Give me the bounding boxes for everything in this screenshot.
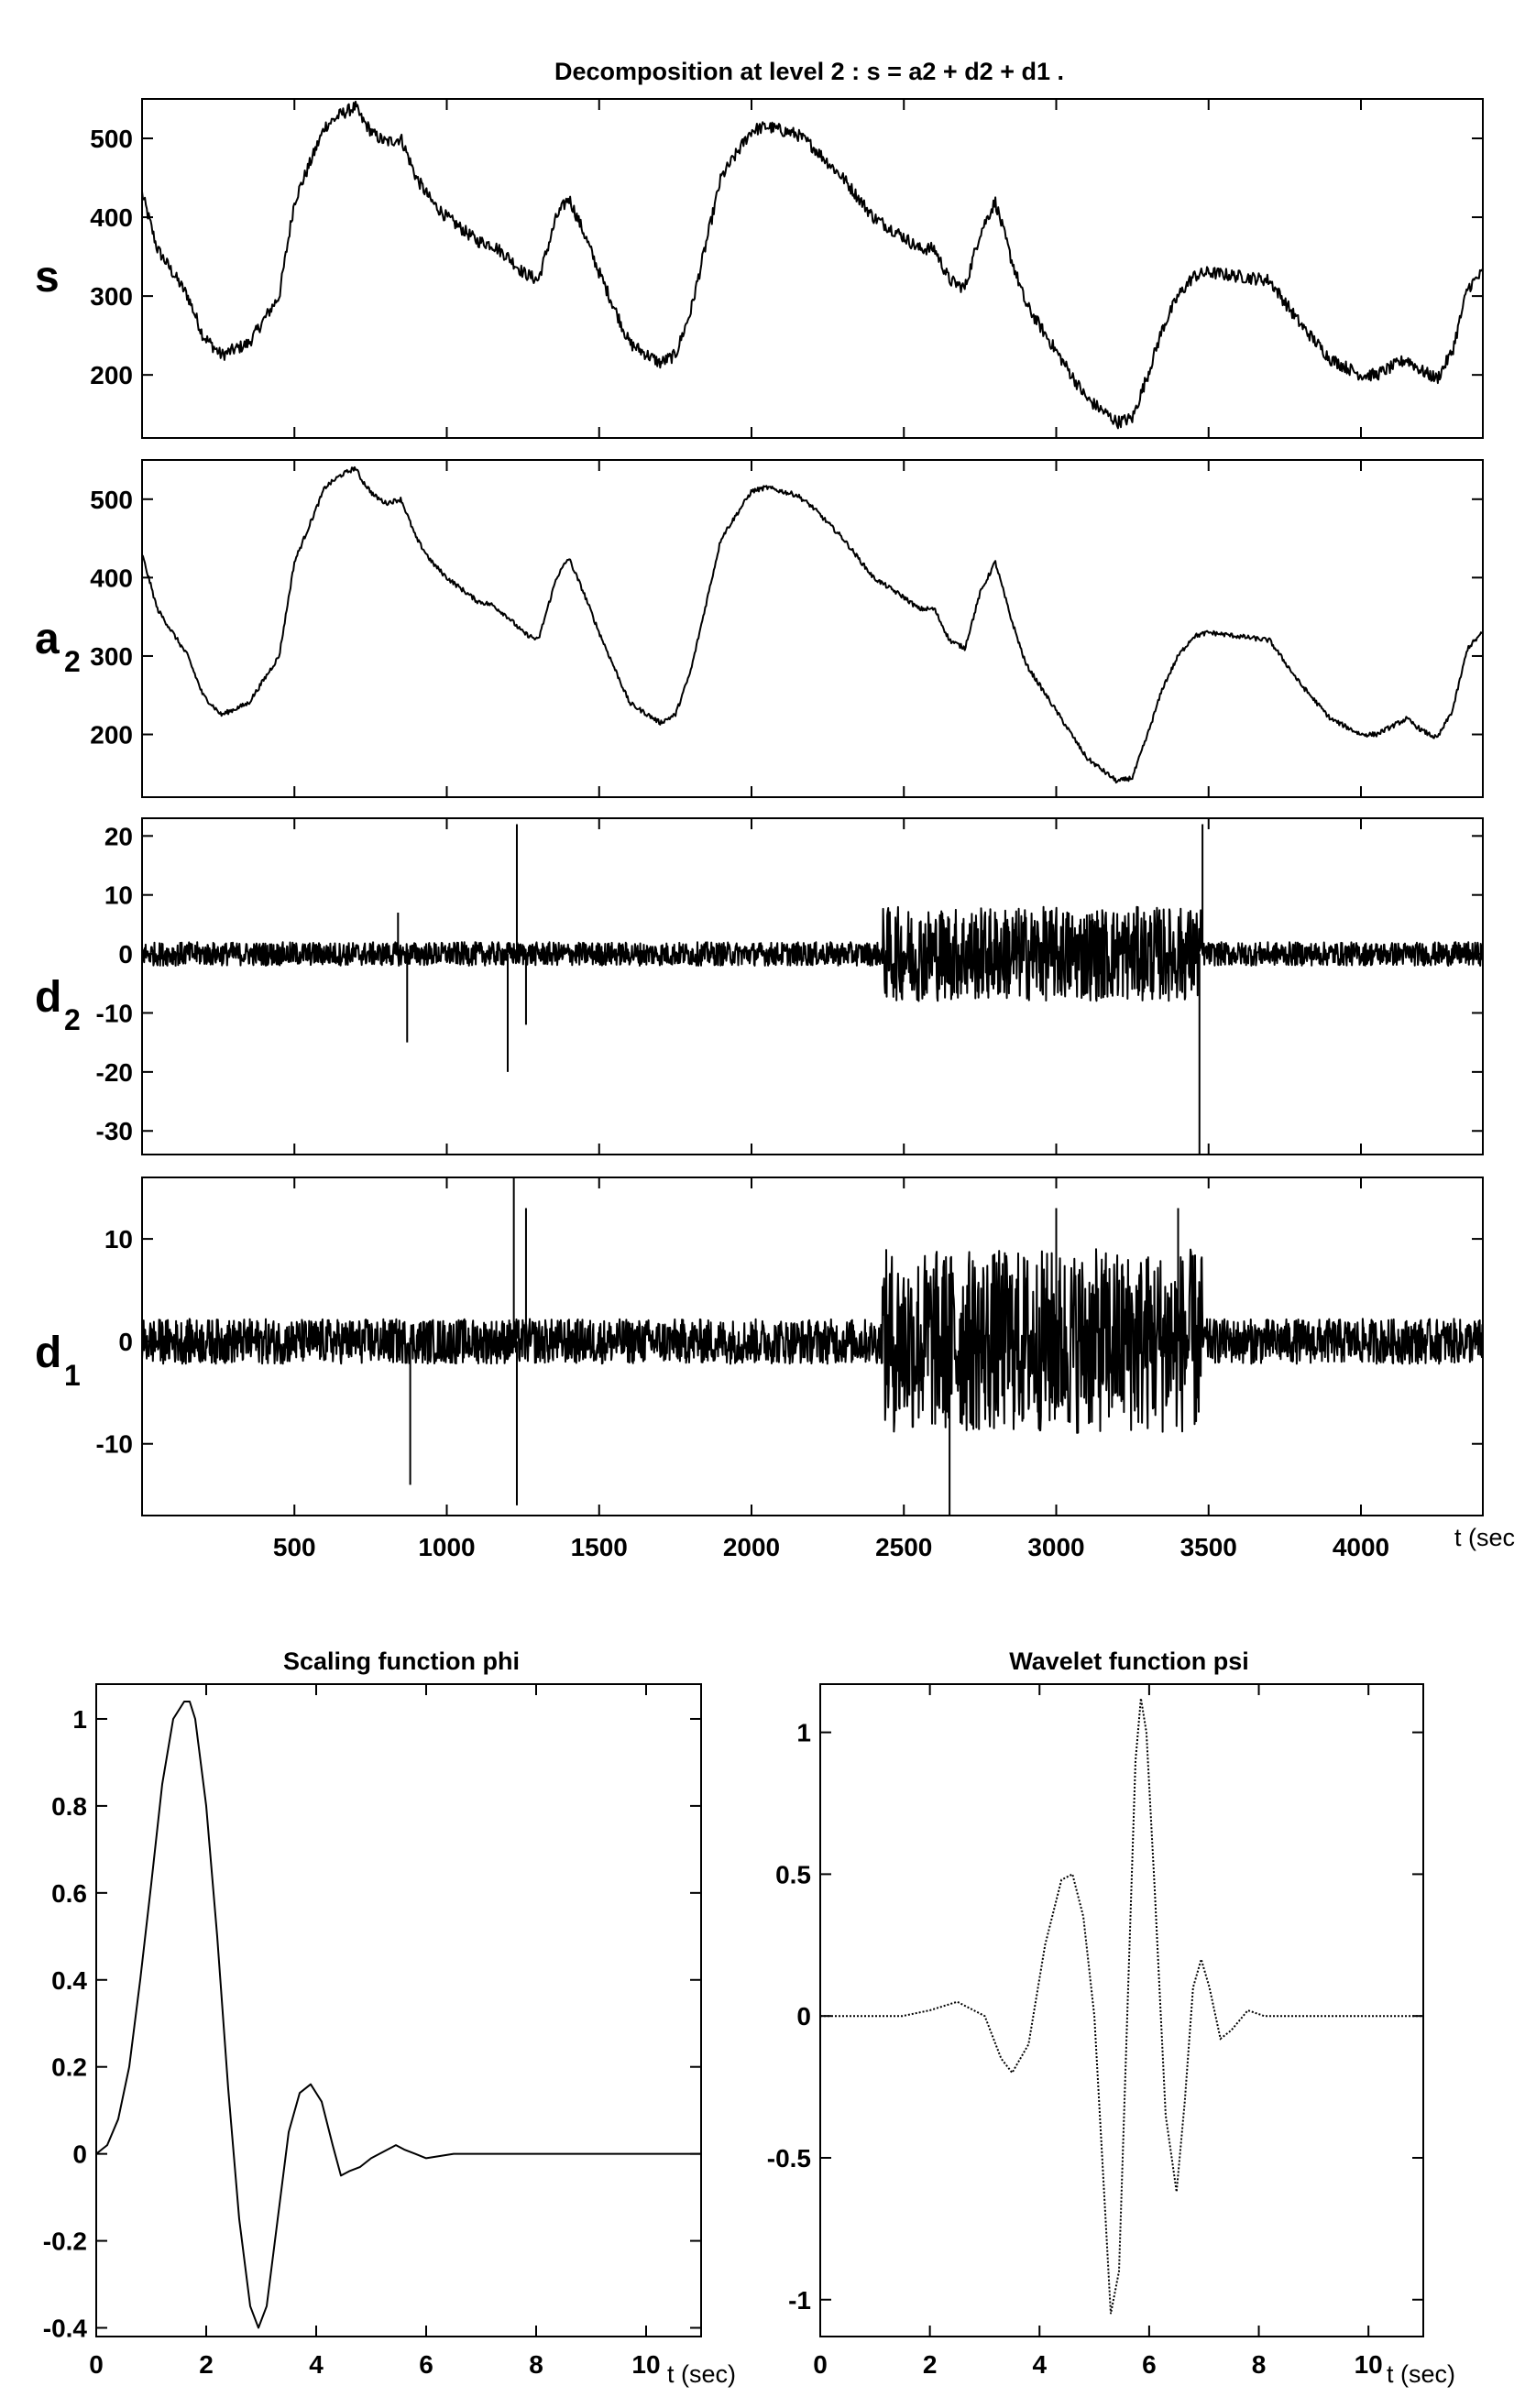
y-tick-label: -20 <box>96 1058 133 1087</box>
y-tick-label: 500 <box>90 486 133 514</box>
axes-frame <box>141 817 1484 1155</box>
x-tick-label: 1500 <box>571 1533 628 1561</box>
x-tick-label: 4000 <box>1333 1533 1389 1561</box>
y-tick-label: 0 <box>118 940 133 969</box>
x-tick-label: 8 <box>1252 2350 1267 2379</box>
panel-psi: -1-0.500.510 2 4 6 8 10 <box>767 1683 1424 2379</box>
panel-phi: -0.4-0.200.20.40.60.810 2 4 6 8 10 <box>43 1683 702 2379</box>
y-tick-label: 0 <box>796 2002 811 2030</box>
y-tick-label: 0.8 <box>51 1792 87 1821</box>
row-label-d2: d <box>35 973 61 1022</box>
panel-d1: -10 0 10 500 1000 1500 2000 2500 3000 3500 4000 d 1 <box>35 1177 1484 1561</box>
y-tick-label: 400 <box>90 564 133 592</box>
y-tick-label: 1 <box>796 1719 811 1747</box>
series-s <box>141 100 1484 430</box>
y-tick-label: -10 <box>96 1430 133 1459</box>
series-phi <box>95 1701 701 2329</box>
series-psi <box>820 1698 1423 2315</box>
y-tick-label: 300 <box>90 282 133 311</box>
x-tick-label: 2 <box>199 2350 214 2379</box>
x-tick-label: 2 <box>923 2350 938 2379</box>
x-tick-label: 10 <box>1355 2350 1383 2379</box>
y-tick-label: 10 <box>104 1225 133 1253</box>
x-tick-label: 8 <box>529 2350 543 2379</box>
y-tick-label: 0 <box>72 2140 87 2169</box>
y-tick-label: 0 <box>118 1328 133 1356</box>
y-tick-label: 300 <box>90 642 133 671</box>
y-tick-label: -0.5 <box>767 2144 811 2173</box>
x-tick-label: 3000 <box>1027 1533 1084 1561</box>
row-label-s: s <box>35 253 60 301</box>
y-tick-label: 0.4 <box>51 1966 87 1995</box>
series-d1 <box>141 1248 1484 1434</box>
x-tick-label: 500 <box>273 1533 316 1561</box>
y-tick-label: 10 <box>104 881 133 910</box>
y-tick-label: -10 <box>96 999 133 1027</box>
psi-title: Wavelet function psi <box>1009 1647 1249 1675</box>
x-tick-label: 2500 <box>875 1533 932 1561</box>
axes-frame <box>141 98 1484 439</box>
row-label-sub-d2: 2 <box>64 1003 81 1036</box>
phi-time-unit-label: t (sec) <box>667 2360 736 2388</box>
row-label-sub-a2: 2 <box>64 645 81 678</box>
x-tick-label: 0 <box>89 2350 104 2379</box>
phi-title: Scaling function phi <box>283 1647 520 1675</box>
x-tick-label: 6 <box>1142 2350 1157 2379</box>
x-tick-label: 0 <box>813 2350 828 2379</box>
axes-frame <box>819 1683 1424 2337</box>
y-tick-label: 200 <box>90 721 133 750</box>
y-tick-label: 0.2 <box>51 2053 87 2082</box>
y-tick-label: 1 <box>72 1705 87 1734</box>
y-tick-label: 20 <box>104 822 133 850</box>
series-d2 <box>141 905 1484 1002</box>
series-a2 <box>141 465 1484 784</box>
x-tick-label: 1000 <box>418 1533 475 1561</box>
panel-a2: 200 300 400 500 a 2 <box>35 459 1484 798</box>
psi-time-unit-label: t (sec) <box>1387 2360 1455 2388</box>
y-tick-label: 200 <box>90 361 133 389</box>
y-tick-label: -1 <box>788 2286 811 2315</box>
panel-s: 200 300 400 500 s <box>35 98 1484 439</box>
y-tick-label: 0.6 <box>51 1879 87 1908</box>
y-tick-label: -0.2 <box>43 2227 87 2256</box>
y-tick-label: -30 <box>96 1117 133 1145</box>
time-unit-label: t (sec <box>1454 1524 1515 1551</box>
axes-frame <box>141 459 1484 798</box>
y-tick-label: -0.4 <box>43 2315 88 2343</box>
x-tick-label: 3500 <box>1180 1533 1237 1561</box>
axes-frame <box>95 1683 702 2337</box>
x-tick-label: 4 <box>1032 2350 1047 2379</box>
decomposition-title: Decomposition at level 2 : s = a2 + d2 +… <box>554 58 1064 85</box>
y-tick-label: 0.5 <box>775 1860 811 1888</box>
panel-d2: -30 -20 -10 0 10 20 d 2 <box>35 817 1484 1155</box>
x-tick-label: 4 <box>309 2350 324 2379</box>
x-tick-label: 2000 <box>723 1533 780 1561</box>
y-tick-label: 400 <box>90 203 133 232</box>
row-label-d1: d <box>35 1329 61 1377</box>
x-tick-label: 10 <box>631 2350 660 2379</box>
row-label-sub-d1: 1 <box>64 1359 81 1392</box>
row-label-a2: a <box>35 615 60 663</box>
axes-frame <box>141 1177 1484 1516</box>
x-tick-label: 6 <box>419 2350 433 2379</box>
y-tick-label: 500 <box>90 125 133 153</box>
